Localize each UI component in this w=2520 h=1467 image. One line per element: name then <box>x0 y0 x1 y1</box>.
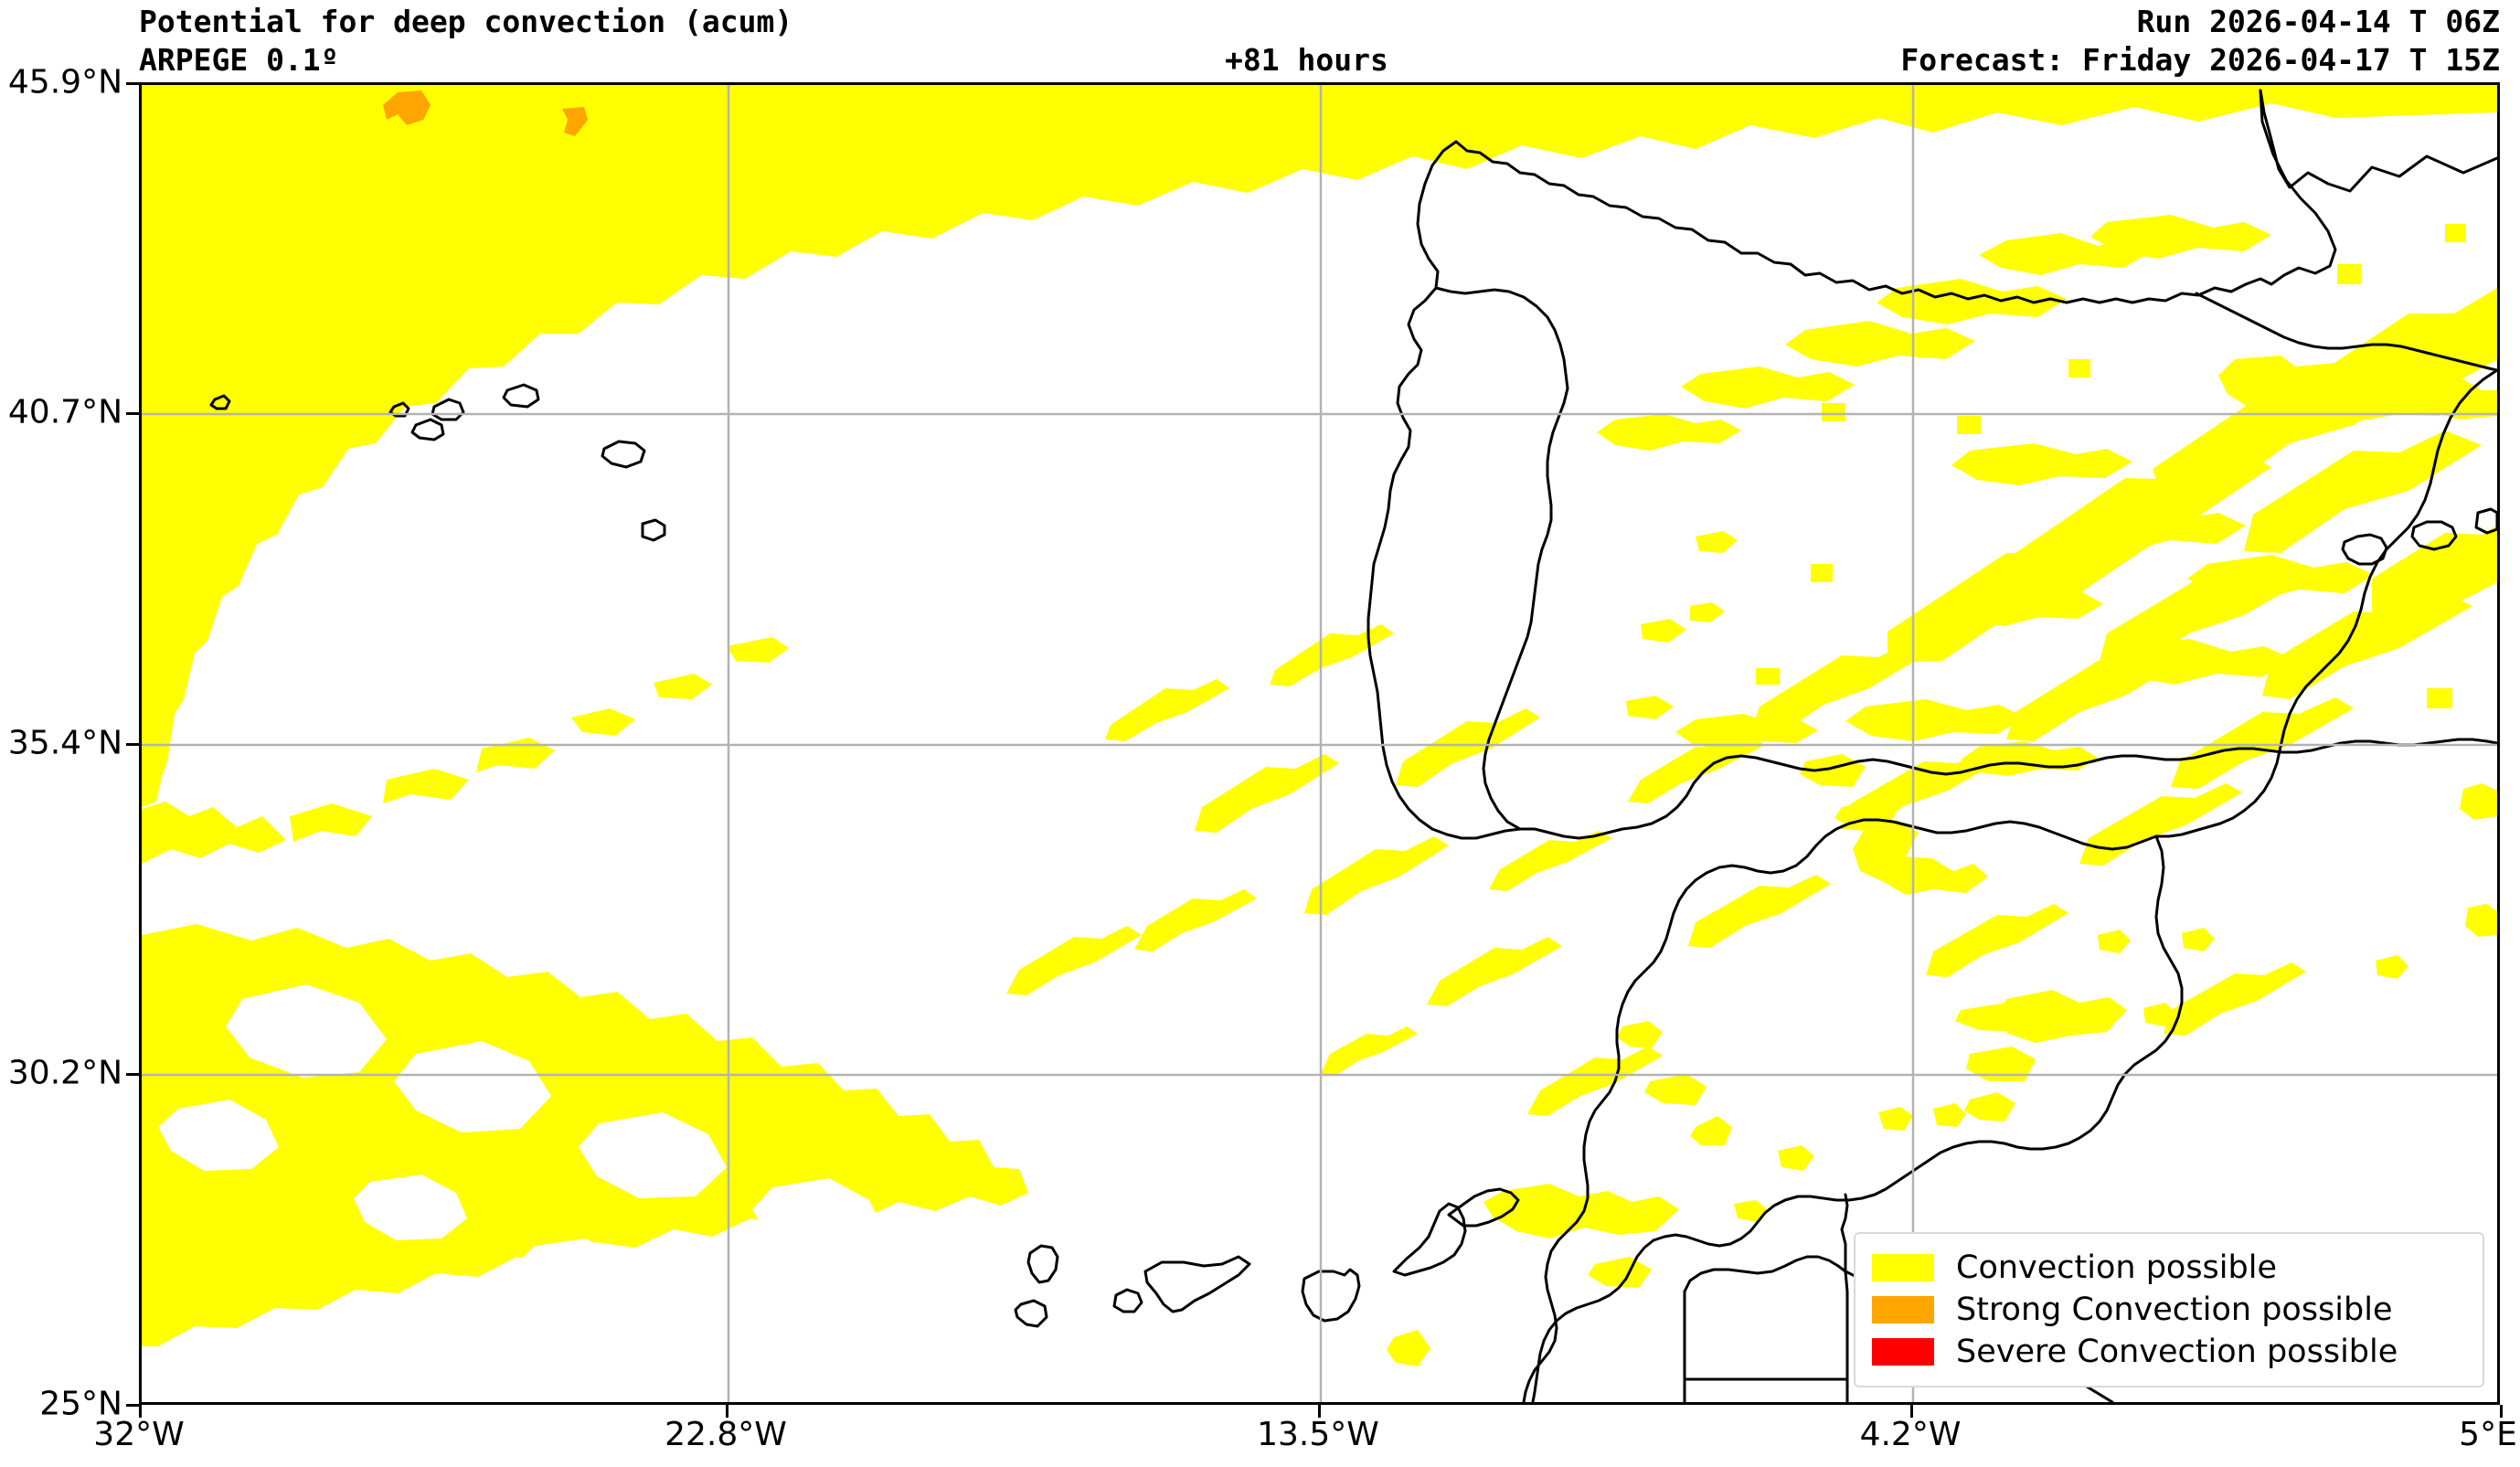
legend-label-strong-convection-possible: Strong Convection possible <box>1956 1292 2393 1328</box>
legend-swatch-yellow <box>1872 1254 1934 1281</box>
xtick-mark-5e <box>2500 1405 2503 1418</box>
page-title: Potential for deep convection (acum) <box>139 4 793 39</box>
xtick-mark-32w <box>139 1405 142 1418</box>
ytick-label-35-4: 35.4°N <box>7 724 122 762</box>
iberia-convection-layer <box>1597 215 2497 937</box>
xtick-mark-13-5w <box>1318 1405 1321 1418</box>
ytick-label-25: 25°N <box>39 1385 122 1423</box>
forecast-hours-label: +81 hours <box>1225 42 1388 78</box>
run-timestamp: Run 2026-04-14 T 06Z <box>2136 4 2500 39</box>
xtick-label-32w: 32°W <box>93 1416 185 1453</box>
forecast-timestamp: Forecast: Friday 2026-04-17 T 15Z <box>1900 42 2500 78</box>
ytick-mark-35-4 <box>126 743 139 746</box>
convection-gaps-layer <box>158 984 884 1345</box>
chart-header: Potential for deep convection (acum) ARP… <box>0 0 2520 82</box>
graticule-layer <box>142 85 2497 1402</box>
xtick-label-22-8w: 22.8°W <box>665 1416 787 1453</box>
ytick-mark-30-2 <box>126 1073 139 1076</box>
ytick-label-45-9: 45.9°N <box>7 63 122 101</box>
ytick-label-40-7: 40.7°N <box>7 393 122 431</box>
model-label: ARPEGE 0.1º <box>139 42 339 78</box>
map-plot-area <box>139 82 2500 1405</box>
convection-map <box>142 85 2497 1402</box>
morocco-convection-layer <box>1387 754 2408 1366</box>
xtick-label-5e: 5°E <box>2459 1416 2517 1453</box>
legend-label-convection-possible: Convection possible <box>1956 1249 2277 1286</box>
legend: Convection possible Strong Convection po… <box>1854 1232 2484 1387</box>
ytick-label-30-2: 30.2°N <box>7 1054 122 1092</box>
ytick-mark-40-7 <box>126 412 139 415</box>
ytick-mark-25 <box>126 1404 139 1407</box>
legend-item-convection-possible: Convection possible <box>1872 1247 2466 1289</box>
convection-possible-layer <box>142 85 2497 1346</box>
legend-item-strong-convection-possible: Strong Convection possible <box>1872 1289 2466 1331</box>
legend-swatch-orange <box>1872 1296 1934 1323</box>
legend-swatch-red <box>1872 1338 1934 1366</box>
xtick-mark-4-2w <box>1910 1405 1913 1418</box>
xtick-label-4-2w: 4.2°W <box>1859 1416 1962 1453</box>
legend-item-severe-convection-possible: Severe Convection possible <box>1872 1331 2466 1373</box>
legend-label-severe-convection-possible: Severe Convection possible <box>1956 1334 2398 1370</box>
ytick-mark-45-9 <box>126 82 139 85</box>
xtick-mark-22-8w <box>726 1405 728 1418</box>
xtick-label-13-5w: 13.5°W <box>1257 1416 1379 1453</box>
strong-convection-layer <box>383 90 588 136</box>
